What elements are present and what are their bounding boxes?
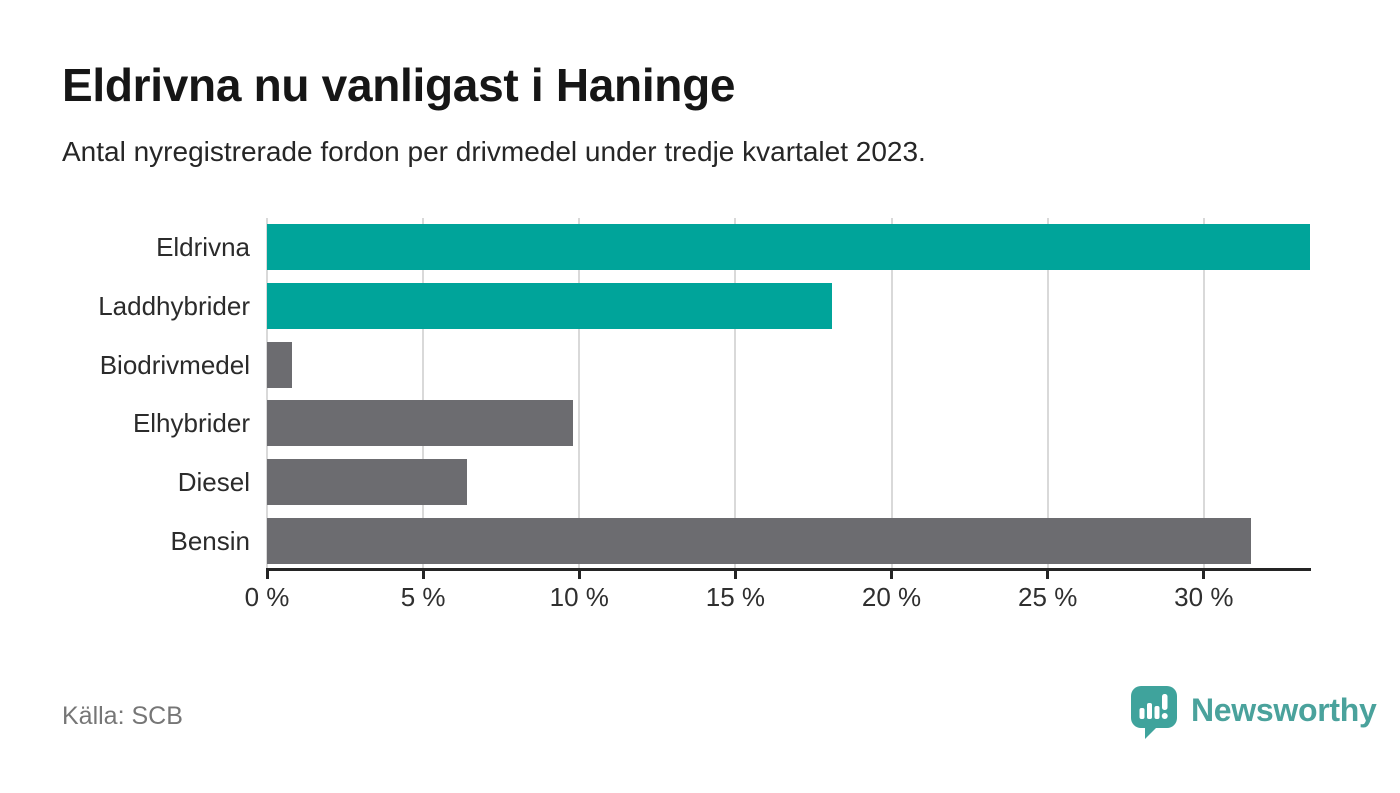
x-tick-mark xyxy=(577,568,581,579)
x-tick-mark xyxy=(890,568,894,579)
x-tick-label: 0 % xyxy=(244,582,290,612)
bar-bensin xyxy=(267,517,1251,564)
bar-diesel xyxy=(267,459,467,505)
category-axis: Eldrivna Laddhybrider Biodrivmedel Elhybrid… xyxy=(0,218,250,568)
gridline xyxy=(1202,218,1205,568)
x-tick-mark xyxy=(733,568,737,579)
x-tick-label: 5 % xyxy=(400,582,446,612)
plot-area: 0 % 5 % 10 % 15 % 20 % 25 % 30 % xyxy=(245,218,1311,612)
source-note: Källa: SCB xyxy=(62,702,183,730)
gridline xyxy=(578,218,581,568)
category-label: Eldrivna xyxy=(156,232,250,262)
x-tick-mark xyxy=(1046,568,1050,579)
bar-biodrivmedel xyxy=(267,341,292,388)
x-tick-label: 20 % xyxy=(861,582,922,612)
category-label: Laddhybrider xyxy=(98,290,250,321)
bar-chart: Eldrivna Laddhybrider Biodrivmedel Elhybrid… xyxy=(0,218,1400,638)
bar-elhybrider xyxy=(267,400,574,447)
x-tick-mark xyxy=(421,568,425,579)
bar-eldrivna xyxy=(267,224,1310,270)
gridline xyxy=(1046,218,1049,568)
x-axis-line xyxy=(266,568,1311,571)
bar-laddhybrider xyxy=(267,282,833,329)
x-tick-label: 15 % xyxy=(705,582,766,612)
x-tick-mark xyxy=(1202,568,1206,579)
chart-subtitle: Antal nyregistrerade fordon per drivmede… xyxy=(62,136,926,167)
gridline xyxy=(266,218,268,568)
category-label: Bensin xyxy=(170,525,251,556)
category-label: Diesel xyxy=(177,467,250,497)
x-tick-mark xyxy=(265,568,269,579)
gridline xyxy=(890,218,893,568)
chart-title: Eldrivna nu vanligast i Haninge xyxy=(62,59,736,111)
brand-logo: Newsworthy xyxy=(1131,686,1377,742)
newsworthy-logo-icon xyxy=(1131,686,1177,739)
brand-name: Newsworthy xyxy=(1191,692,1377,728)
x-tick-label: 10 % xyxy=(549,582,609,612)
x-tick-label: 25 % xyxy=(1018,582,1078,612)
category-label: Biodrivmedel xyxy=(99,349,250,380)
gridline xyxy=(734,218,737,568)
gridline xyxy=(422,218,425,568)
x-tick-label: 30 % xyxy=(1174,582,1234,612)
category-label: Elhybrider xyxy=(132,408,250,439)
